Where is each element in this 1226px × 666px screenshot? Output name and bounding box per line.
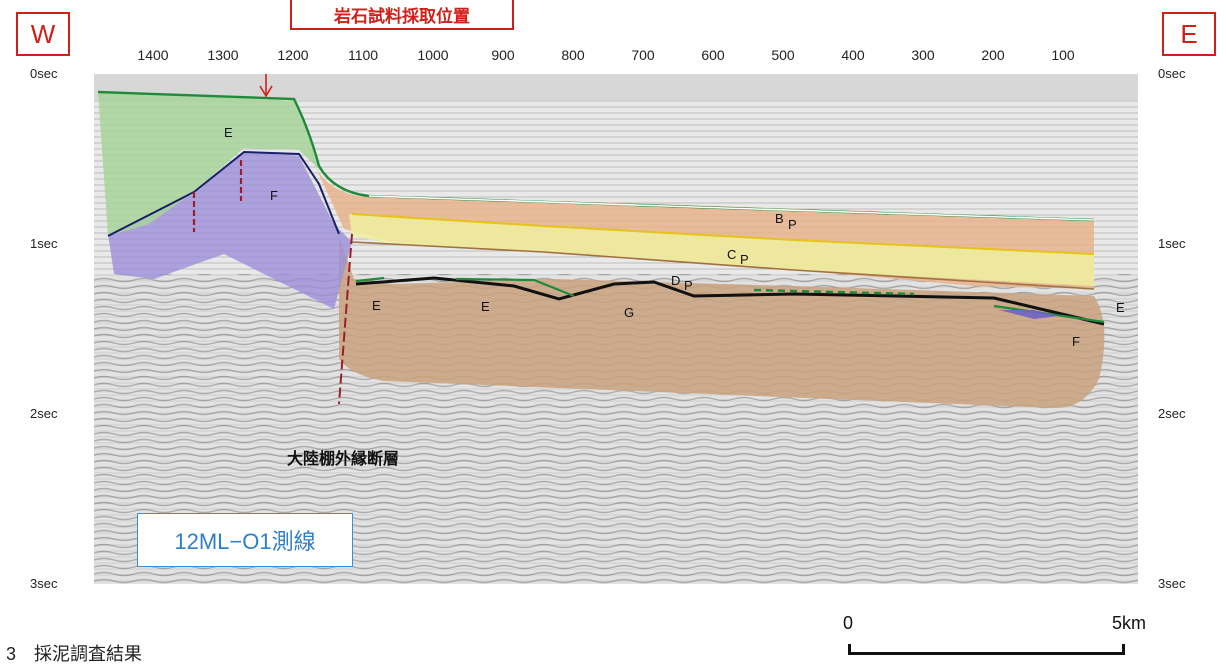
x-tick-200: 200 [981, 47, 1005, 63]
x-tick-100: 100 [1051, 47, 1075, 63]
x-tick-600: 600 [701, 47, 725, 63]
scale-end-label: 5km [1112, 613, 1147, 633]
continental-shelf-fault [338, 233, 353, 405]
label-bp-sub: P [788, 217, 797, 232]
seismic-profile: E F E E G E F B P C P D P [94, 74, 1138, 584]
e-dashed-horizon [753, 288, 915, 296]
unit-cp-area [349, 214, 1094, 286]
f-lens-east [999, 310, 1059, 319]
x-tick-400: 400 [841, 47, 865, 63]
y-tick-right-0: 0sec [1158, 66, 1186, 81]
label-f-1: F [270, 188, 278, 203]
survey-line-label: 12ML−O1測線 [137, 513, 353, 567]
unit-labels: E F E E G E F B P C P D P [224, 125, 1125, 349]
sample-location-label: 岩石試料採取位置 [290, 0, 514, 30]
y-tick-right-2: 2sec [1158, 406, 1186, 421]
x-tick-1400: 1400 [137, 47, 169, 63]
water-column [94, 74, 1138, 100]
unit-g-area [339, 236, 1105, 409]
label-cp: C [727, 247, 736, 262]
section-caption: 3 採泥調査結果 [6, 644, 143, 664]
e-thin-horizon-west [355, 276, 385, 283]
seafloor-surface [368, 195, 1095, 221]
scale-bar-tick-right [1122, 644, 1125, 655]
x-tick-1000: 1000 [417, 47, 449, 63]
seafloor-horizon [97, 90, 1095, 222]
label-cp-sub: P [740, 252, 749, 267]
label-e-1: E [224, 125, 233, 140]
unit-e-area [98, 92, 319, 236]
e-f-boundary [107, 150, 340, 237]
fault-label: 大陸棚外縁断層 [287, 451, 400, 468]
label-dp-sub: P [684, 278, 693, 293]
x-tick-1300: 1300 [207, 47, 239, 63]
x-tick-1200: 1200 [277, 47, 309, 63]
label-dp: D [671, 273, 680, 288]
x-tick-500: 500 [771, 47, 795, 63]
label-e-3: E [481, 299, 490, 314]
x-tick-800: 800 [561, 47, 585, 63]
x-tick-700: 700 [631, 47, 655, 63]
label-e-2: E [372, 298, 381, 313]
label-bp: B [775, 211, 784, 226]
e-thin-horizon-mid [455, 277, 575, 298]
x-tick-1100: 1100 [347, 47, 379, 63]
y-tick-right-3: 3sec [1158, 576, 1186, 591]
unit-f-area [108, 152, 352, 309]
label-e-4: E [1116, 300, 1125, 315]
label-f-2: F [1072, 334, 1080, 349]
scale-start-label: 0 [843, 613, 854, 633]
y-tick-left-2: 2sec [30, 406, 58, 421]
east-direction-label: E [1162, 12, 1216, 56]
scale-bar [848, 652, 1125, 655]
y-tick-left-1: 1sec [30, 236, 58, 251]
dp-top-horizon [351, 241, 1095, 290]
cp-top-horizon [351, 213, 1095, 255]
y-tick-left-3: 3sec [30, 576, 58, 591]
x-tick-300: 300 [911, 47, 935, 63]
sample-arrow-head [259, 85, 273, 98]
x-tick-900: 900 [491, 47, 515, 63]
y-tick-right-1: 1sec [1158, 236, 1186, 251]
scale-bar-tick-left [848, 644, 851, 655]
g-top-horizon [355, 276, 1105, 326]
west-direction-label: W [16, 12, 70, 56]
label-g: G [624, 305, 634, 320]
y-tick-left-0: 0sec [30, 66, 58, 81]
